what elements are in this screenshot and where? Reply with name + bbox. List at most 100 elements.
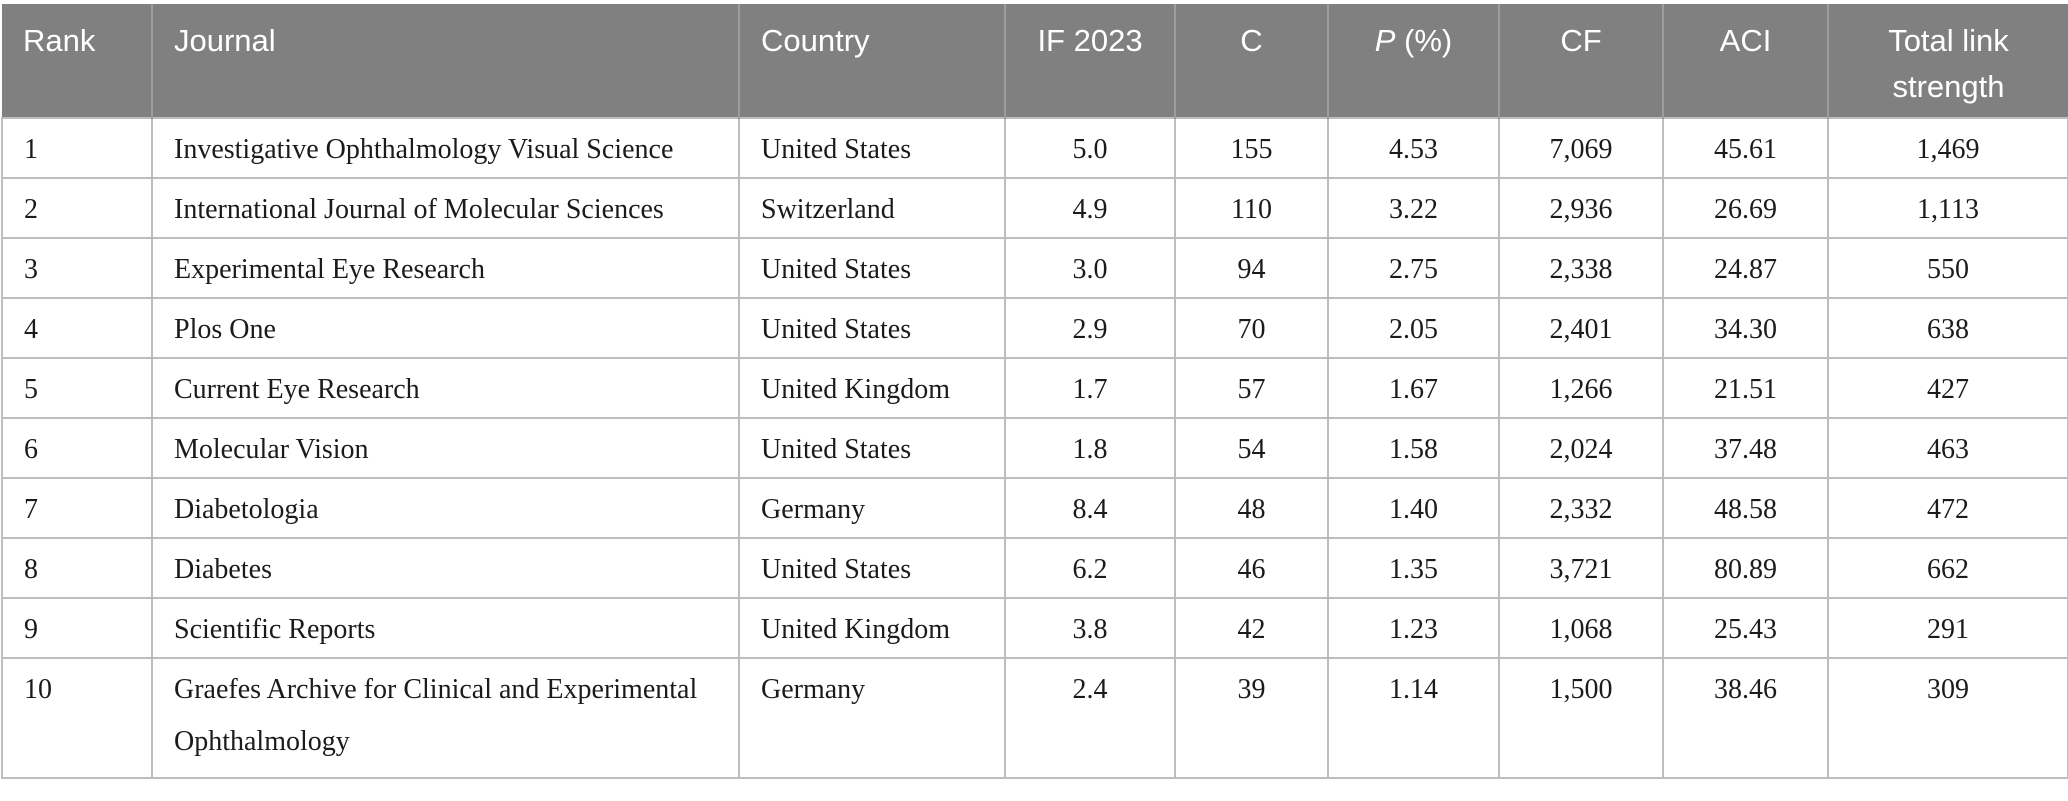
- cell-if2023: 1.7: [1004, 357, 1176, 419]
- cell-journal: Molecular Vision: [151, 417, 740, 479]
- table-row: 5 Current Eye Research United Kingdom 1.7 57…: [1, 357, 2068, 419]
- cell-rank: 4: [1, 297, 153, 359]
- cell-c: 42: [1174, 597, 1329, 659]
- cell-rank: 3: [1, 237, 153, 299]
- cell-c: 94: [1174, 237, 1329, 299]
- cell-if2023: 3.0: [1004, 237, 1176, 299]
- cell-if2023: 2.9: [1004, 297, 1176, 359]
- cell-cf: 2,338: [1498, 237, 1664, 299]
- cell-total_link_strength: 1,113: [1827, 177, 2068, 239]
- cell-c: 57: [1174, 357, 1329, 419]
- cell-country: United States: [738, 537, 1006, 599]
- cell-journal: Diabetologia: [151, 477, 740, 539]
- cell-p_pct: 1.40: [1327, 477, 1500, 539]
- cell-rank: 7: [1, 477, 153, 539]
- cell-total_link_strength: 662: [1827, 537, 2068, 599]
- cell-aci: 38.46: [1662, 657, 1829, 779]
- cell-p_pct: 1.23: [1327, 597, 1500, 659]
- cell-cf: 1,266: [1498, 357, 1664, 419]
- cell-cf: 1,068: [1498, 597, 1664, 659]
- cell-journal: International Journal of Molecular Scien…: [151, 177, 740, 239]
- cell-cf: 3,721: [1498, 537, 1664, 599]
- cell-if2023: 2.4: [1004, 657, 1176, 779]
- cell-p_pct: 1.35: [1327, 537, 1500, 599]
- table-row: 1 Investigative Ophthalmology Visual Scie…: [1, 117, 2068, 179]
- column-header-if2023: IF 2023: [1005, 4, 1176, 118]
- cell-total_link_strength: 472: [1827, 477, 2068, 539]
- cell-total_link_strength: 427: [1827, 357, 2068, 419]
- cell-c: 110: [1174, 177, 1329, 239]
- cell-if2023: 5.0: [1004, 117, 1176, 179]
- cell-journal: Scientific Reports: [151, 597, 740, 659]
- cell-journal: Diabetes: [151, 537, 740, 599]
- column-header-aci: ACI: [1663, 4, 1829, 118]
- cell-if2023: 1.8: [1004, 417, 1176, 479]
- cell-aci: 21.51: [1662, 357, 1829, 419]
- cell-country: United States: [738, 117, 1006, 179]
- cell-country: Germany: [738, 477, 1006, 539]
- table-body: 1 Investigative Ophthalmology Visual Scie…: [1, 117, 2068, 779]
- cell-p_pct: 4.53: [1327, 117, 1500, 179]
- cell-journal: Current Eye Research: [151, 357, 740, 419]
- column-header-cf: CF: [1499, 4, 1664, 118]
- cell-total_link_strength: 291: [1827, 597, 2068, 659]
- cell-country: United Kingdom: [738, 597, 1006, 659]
- cell-total_link_strength: 309: [1827, 657, 2068, 779]
- cell-aci: 26.69: [1662, 177, 1829, 239]
- cell-p_pct: 1.58: [1327, 417, 1500, 479]
- cell-p_pct: 3.22: [1327, 177, 1500, 239]
- cell-c: 70: [1174, 297, 1329, 359]
- cell-rank: 2: [1, 177, 153, 239]
- cell-rank: 8: [1, 537, 153, 599]
- column-header-p_pct: P (%): [1328, 4, 1500, 118]
- cell-aci: 45.61: [1662, 117, 1829, 179]
- cell-c: 46: [1174, 537, 1329, 599]
- cell-cf: 2,024: [1498, 417, 1664, 479]
- table-row: 9 Scientific Reports United Kingdom 3.8 42 1.…: [1, 597, 2068, 659]
- column-header-rest-part: (%): [1395, 23, 1453, 58]
- cell-c: 155: [1174, 117, 1329, 179]
- cell-total_link_strength: 550: [1827, 237, 2068, 299]
- table-row: 6 Molecular Vision United States 1.8 54 1.58 2…: [1, 417, 2068, 479]
- cell-rank: 6: [1, 417, 153, 479]
- cell-rank: 10: [1, 657, 153, 779]
- cell-if2023: 6.2: [1004, 537, 1176, 599]
- cell-country: United States: [738, 297, 1006, 359]
- cell-aci: 34.30: [1662, 297, 1829, 359]
- cell-c: 54: [1174, 417, 1329, 479]
- cell-country: United States: [738, 417, 1006, 479]
- cell-aci: 25.43: [1662, 597, 1829, 659]
- cell-total_link_strength: 1,469: [1827, 117, 2068, 179]
- table-header-row: Rank Journal Country IF 2023 C P (%) CF ACI Tota…: [2, 4, 2068, 118]
- cell-country: United Kingdom: [738, 357, 1006, 419]
- cell-p_pct: 1.14: [1327, 657, 1500, 779]
- cell-p_pct: 2.75: [1327, 237, 1500, 299]
- cell-if2023: 4.9: [1004, 177, 1176, 239]
- journals-ranking-table: Rank Journal Country IF 2023 C P (%) CF ACI Tota…: [1, 4, 2068, 779]
- cell-journal: Investigative Ophthalmology Visual Scien…: [151, 117, 740, 179]
- cell-rank: 9: [1, 597, 153, 659]
- cell-cf: 7,069: [1498, 117, 1664, 179]
- cell-if2023: 3.8: [1004, 597, 1176, 659]
- cell-aci: 24.87: [1662, 237, 1829, 299]
- table-row: 4 Plos One United States 2.9 70 2.05 2,401 34.3…: [1, 297, 2068, 359]
- cell-rank: 1: [1, 117, 153, 179]
- cell-c: 48: [1174, 477, 1329, 539]
- table-row: 7 Diabetologia Germany 8.4 48 1.40 2,332 48.58 4…: [1, 477, 2068, 539]
- cell-country: Switzerland: [738, 177, 1006, 239]
- table-row: 10 Graefes Archive for Clinical and Exper…: [1, 657, 2068, 779]
- cell-total_link_strength: 463: [1827, 417, 2068, 479]
- cell-cf: 1,500: [1498, 657, 1664, 779]
- cell-rank: 5: [1, 357, 153, 419]
- cell-p_pct: 1.67: [1327, 357, 1500, 419]
- cell-cf: 2,936: [1498, 177, 1664, 239]
- column-header-italic-part: P: [1374, 23, 1396, 58]
- cell-if2023: 8.4: [1004, 477, 1176, 539]
- column-header-country: Country: [739, 4, 1006, 118]
- cell-country: United States: [738, 237, 1006, 299]
- cell-aci: 80.89: [1662, 537, 1829, 599]
- table-header: Rank Journal Country IF 2023 C P (%) CF ACI Tota…: [2, 4, 2068, 118]
- cell-cf: 2,401: [1498, 297, 1664, 359]
- table-row: 2 International Journal of Molecular Scie…: [1, 177, 2068, 239]
- cell-country: Germany: [738, 657, 1006, 779]
